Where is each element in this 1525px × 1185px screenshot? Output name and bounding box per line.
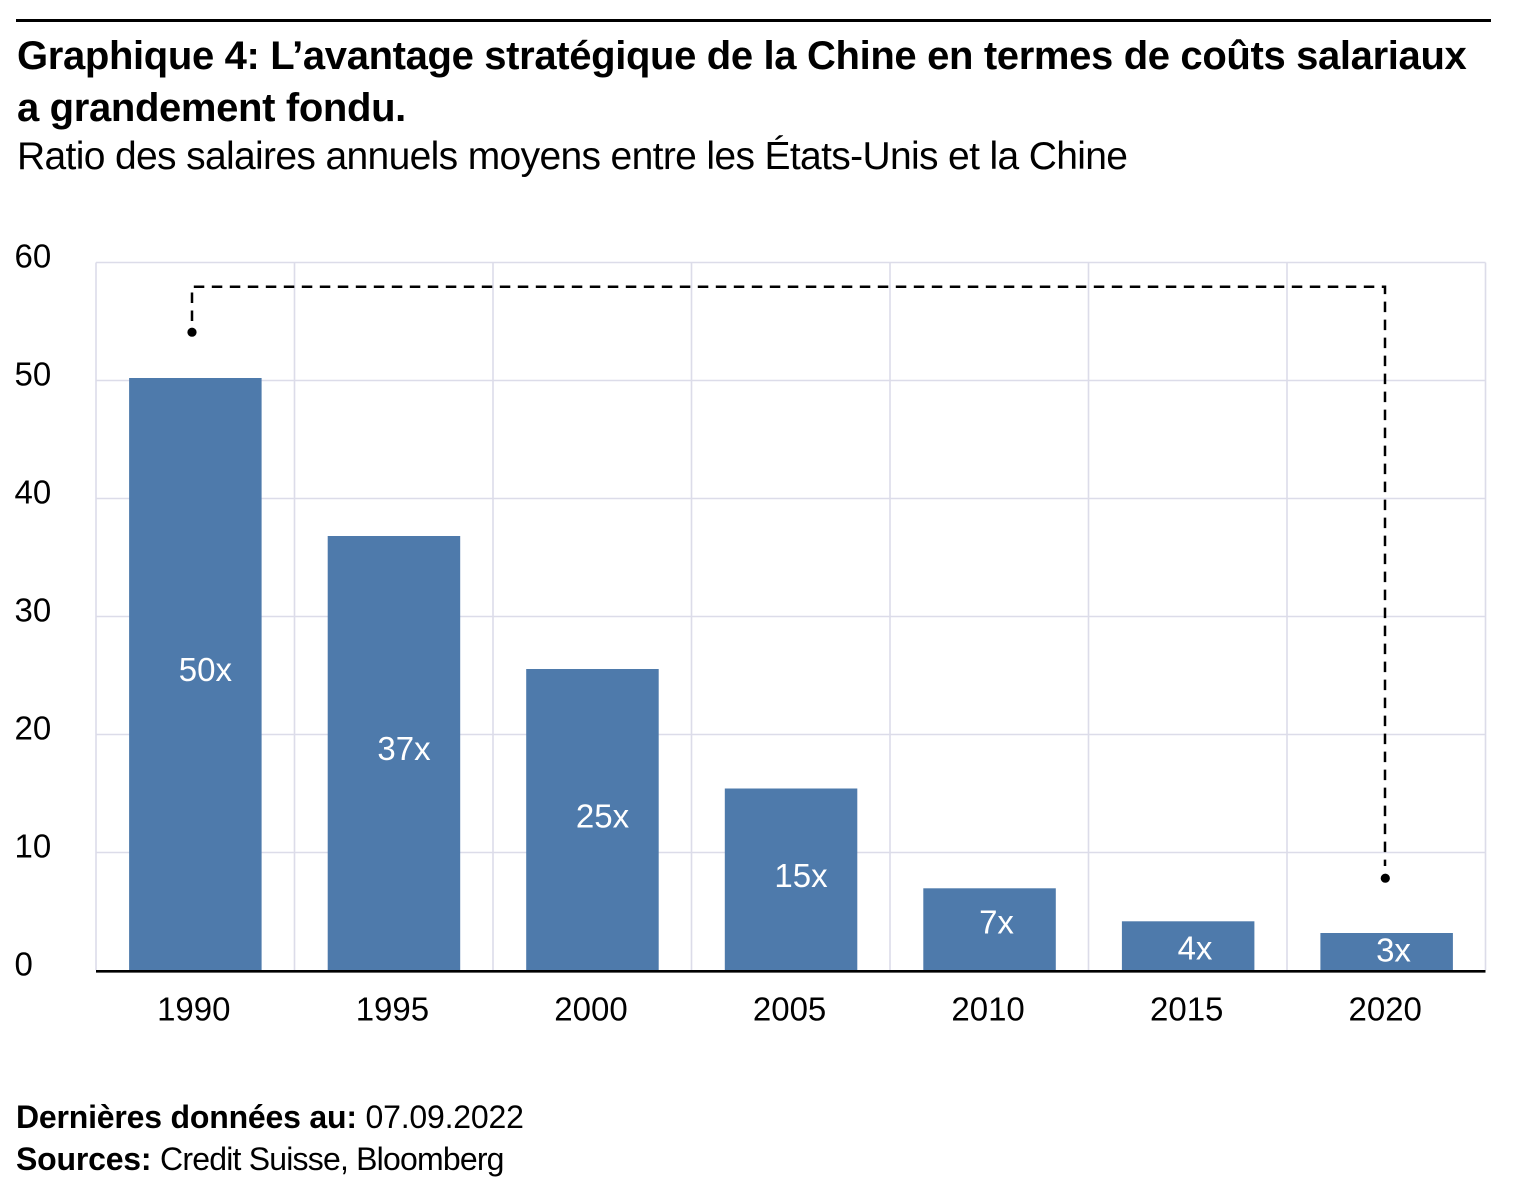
svg-text:20: 20 <box>15 710 52 747</box>
svg-text:1995: 1995 <box>356 991 429 1028</box>
svg-text:2000: 2000 <box>554 991 627 1028</box>
svg-text:15x: 15x <box>774 857 828 894</box>
svg-text:50x: 50x <box>179 651 233 688</box>
svg-text:25x: 25x <box>576 798 630 835</box>
svg-text:2020: 2020 <box>1348 991 1421 1028</box>
svg-text:37x: 37x <box>377 730 431 767</box>
svg-text:60: 60 <box>15 238 52 275</box>
svg-text:2010: 2010 <box>951 991 1024 1028</box>
svg-text:2005: 2005 <box>753 991 826 1028</box>
svg-text:40: 40 <box>15 474 52 511</box>
svg-text:2015: 2015 <box>1150 991 1223 1028</box>
svg-text:10: 10 <box>15 828 52 865</box>
svg-text:0: 0 <box>15 946 33 983</box>
svg-text:3x: 3x <box>1376 932 1411 969</box>
svg-text:4x: 4x <box>1178 930 1213 967</box>
svg-text:7x: 7x <box>979 904 1014 941</box>
svg-text:50: 50 <box>15 356 52 393</box>
svg-text:30: 30 <box>15 592 52 629</box>
svg-text:1990: 1990 <box>157 991 230 1028</box>
